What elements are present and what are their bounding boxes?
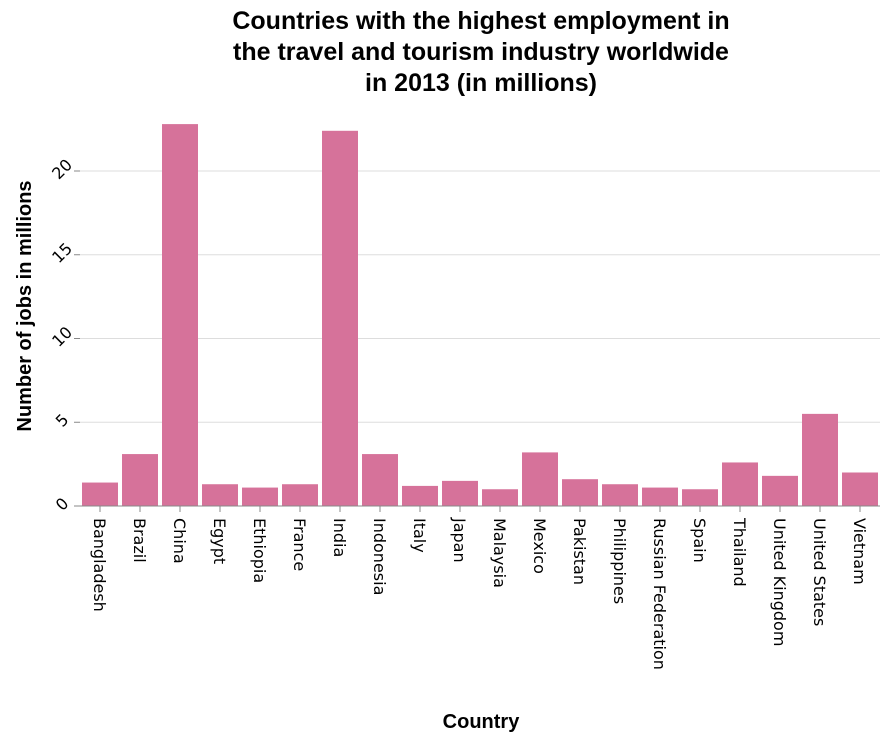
bar xyxy=(322,130,358,507)
bar xyxy=(402,485,438,506)
x-tick-label: United Kingdom xyxy=(770,518,789,646)
bar xyxy=(842,472,878,506)
bar xyxy=(642,487,678,506)
chart-title-line-2: the travel and tourism industry worldwid… xyxy=(233,38,729,66)
x-tick-label: Brazil xyxy=(130,518,149,563)
y-tick-label: 10 xyxy=(48,323,76,351)
bar xyxy=(362,454,398,506)
y-tick-label: 5 xyxy=(52,410,73,431)
x-tick-label: United States xyxy=(810,518,829,626)
bar xyxy=(282,484,318,506)
bar xyxy=(722,462,758,506)
chart-title-line-3: in 2013 (in millions) xyxy=(365,69,597,97)
x-tick-label: Vietnam xyxy=(850,518,869,585)
x-axis-ticks: Bangladesh Brazil China Egypt Ethiopia France… xyxy=(90,506,869,670)
bar xyxy=(602,484,638,506)
x-tick-label: Russian Federation xyxy=(650,518,669,670)
x-tick-label: Thailand xyxy=(730,517,749,587)
bar xyxy=(122,454,158,506)
x-tick-label: France xyxy=(290,518,309,571)
bar xyxy=(802,413,838,506)
x-tick-label: Ethiopia xyxy=(250,518,269,583)
bar xyxy=(202,484,238,506)
x-tick-label: Mexico xyxy=(530,518,549,574)
x-axis-title: Country xyxy=(443,711,521,733)
chart-title: Countries with the highest employment in… xyxy=(232,7,729,97)
x-tick-label: China xyxy=(170,518,189,564)
x-tick-label: Bangladesh xyxy=(90,518,109,612)
bars xyxy=(82,124,878,507)
y-axis-ticks: 0 5 10 15 20 xyxy=(48,155,80,514)
bar xyxy=(242,487,278,506)
x-tick-label: Malaysia xyxy=(490,518,509,588)
bar xyxy=(482,489,518,506)
bar xyxy=(162,124,198,506)
y-tick-label: 20 xyxy=(48,155,76,183)
x-tick-label: India xyxy=(330,518,349,557)
x-tick-label: Spain xyxy=(690,518,709,563)
bar xyxy=(682,489,718,506)
bar xyxy=(762,475,798,506)
y-tick-label: 0 xyxy=(52,494,73,515)
bar xyxy=(562,479,598,506)
chart-title-line-1: Countries with the highest employment in xyxy=(232,7,729,35)
x-tick-label: Egypt xyxy=(210,518,229,564)
x-tick-label: Italy xyxy=(410,518,429,553)
grid-lines xyxy=(80,170,880,423)
x-tick-label: Pakistan xyxy=(570,518,589,585)
y-axis-title: Number of jobs in millions xyxy=(14,180,36,431)
x-tick-label: Indonesia xyxy=(370,518,389,595)
y-tick-label: 15 xyxy=(48,239,76,267)
x-tick-label: Japan xyxy=(450,517,469,563)
bar xyxy=(522,452,558,506)
bar xyxy=(442,480,478,506)
x-tick-label: Philippines xyxy=(610,518,629,604)
bar xyxy=(82,482,118,506)
